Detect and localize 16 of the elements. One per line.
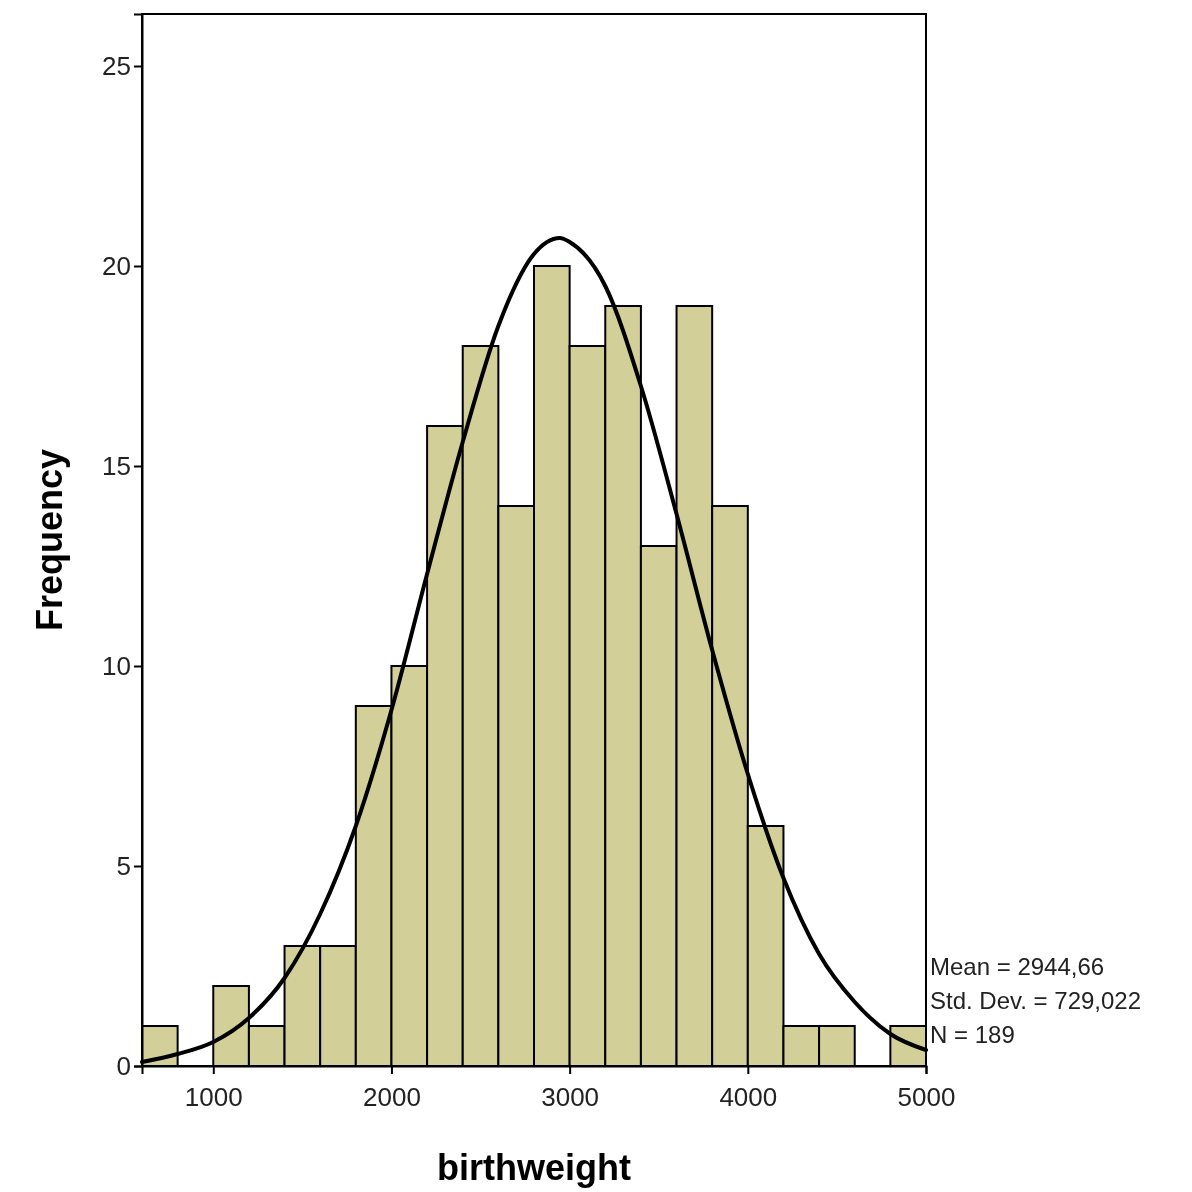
y-tick-label: 20 [102,250,131,281]
x-tick-label: 2000 [363,1081,421,1112]
x-tick-label: 1000 [184,1081,243,1112]
text: Mean = 2944,66 [930,953,1105,980]
y-tick-label: 25 [102,50,131,81]
x-tick-label: 5000 [897,1081,956,1112]
x-tick-label: 4000 [719,1081,778,1112]
y-tick-label: 15 [102,450,131,481]
x-axis-title: birthweight [437,1147,631,1188]
y-tick-label: 10 [102,650,131,681]
text: Std. Dev. = 729,022 [930,987,1142,1014]
text: N = 189 [930,1021,1015,1048]
y-axis-title: Frequency [29,448,70,632]
y-tick-label: 5 [116,850,131,881]
y-tick-label: 0 [116,1050,131,1081]
x-tick-label: 3000 [541,1081,600,1112]
